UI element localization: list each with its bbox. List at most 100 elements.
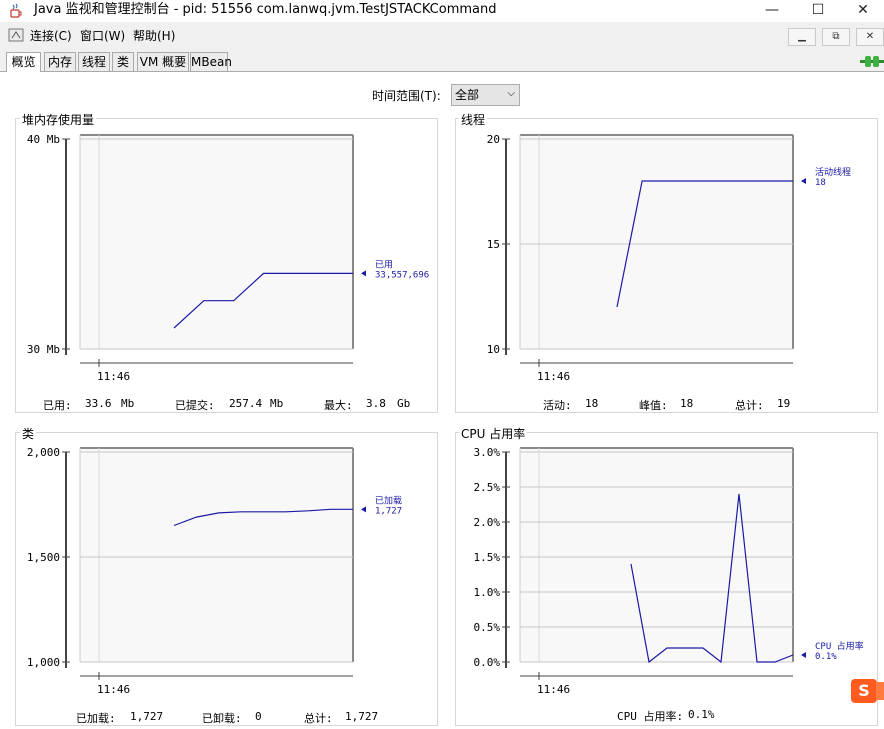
cpu-y-tick-label: 0.5% xyxy=(474,621,501,634)
cpu-title: CPU 占用率 xyxy=(459,425,528,442)
cpu-legend-name: CPU 占用率 xyxy=(815,640,864,652)
menu-help[interactable]: 帮助(H) xyxy=(133,29,176,43)
inner-restore-button[interactable]: ⧉ xyxy=(822,28,850,46)
threads-plot-area xyxy=(520,135,793,349)
threads-y-tick-label: 10 xyxy=(487,343,500,356)
heap-legend-arrow xyxy=(361,270,366,277)
connection-plug-icon xyxy=(860,56,884,67)
cpu-legend-arrow xyxy=(801,652,806,658)
heap-series-line xyxy=(173,272,353,329)
heap-max-unit: Gb xyxy=(397,397,411,410)
threads-series-line xyxy=(616,180,793,308)
cpu-usage-label: CPU 占用率: xyxy=(617,710,684,723)
threads-legend-value: 18 xyxy=(815,178,826,188)
cpu-x-tick-label: 11:46 xyxy=(537,683,570,696)
heap-used-label: 已用: xyxy=(43,399,72,412)
time-range-label: 时间范围(T): xyxy=(372,89,441,103)
threads-live-label: 活动: xyxy=(543,399,572,412)
threads-panel xyxy=(455,118,878,413)
heap-legend-value: 33,557,696 xyxy=(375,270,429,280)
tab-overview[interactable]: 概览 xyxy=(6,52,41,72)
threads-total-label: 总计: xyxy=(735,399,764,412)
classes-loaded-value: 1,727 xyxy=(130,710,164,723)
heap-used-value: 33.6 xyxy=(85,397,112,410)
threads-peak-value: 18 xyxy=(680,397,694,410)
window-title: Java 监视和管理控制台 - pid: 51556 com.lanwq.jvm… xyxy=(34,2,497,17)
heap-x-tick-label: 11:46 xyxy=(97,370,130,383)
cpu-y-tick-label: 3.0% xyxy=(474,446,501,459)
heap-plot-area xyxy=(80,135,353,349)
threads-x-tick-label: 11:46 xyxy=(537,370,570,383)
heap-legend-name: 已用 xyxy=(375,259,393,270)
title-bar: Java 监视和管理控制台 - pid: 51556 com.lanwq.jvm… xyxy=(0,0,884,22)
threads-y-tick-label: 15 xyxy=(487,238,500,251)
maximize-button[interactable]: ☐ xyxy=(811,2,825,18)
threads-legend-name: 活动线程 xyxy=(815,166,851,178)
classes-series-line xyxy=(173,508,353,527)
heap-used-unit: Mb xyxy=(121,397,135,410)
heap-y-tick-label: 30 Mb xyxy=(27,343,60,356)
classes-title: 类 xyxy=(20,425,37,442)
heap-committed-unit: Mb xyxy=(270,397,284,410)
sogou-ime-tab[interactable] xyxy=(876,682,884,700)
cpu-series-line xyxy=(630,493,794,664)
tab-divider xyxy=(0,71,884,72)
classes-legend-arrow xyxy=(361,506,366,513)
heap-committed-value: 257.4 xyxy=(229,397,263,410)
threads-live-value: 18 xyxy=(585,397,599,410)
menu-bar: 连接(C) 窗口(W) 帮助(H) xyxy=(0,25,884,47)
heap-max-label: 最大: xyxy=(324,399,353,412)
threads-y-tick-label: 20 xyxy=(487,133,500,146)
tab-mbean[interactable]: MBean xyxy=(190,52,232,71)
tab-memory[interactable]: 内存 xyxy=(44,52,76,71)
menu-window[interactable]: 窗口(W) xyxy=(80,29,126,43)
cpu-chart: 11:46 3.0% 2.5% 2.0% 1.5% 1.0% 0.5% 0.0% CPU 占用率… xyxy=(474,446,864,696)
cpu-plot-area xyxy=(520,448,793,662)
classes-panel xyxy=(15,432,438,726)
inner-close-button[interactable]: ✕ xyxy=(856,28,884,46)
cpu-y-tick-label: 1.0% xyxy=(474,586,501,599)
connect-icon[interactable] xyxy=(8,28,24,42)
heap-title: 堆内存使用量 xyxy=(20,111,97,128)
threads-peak-label: 峰值: xyxy=(639,399,668,412)
heap-committed-label: 已提交: xyxy=(175,399,215,412)
cpu-y-tick-label: 0.0% xyxy=(474,656,501,669)
inner-minimize-button[interactable]: ▁ xyxy=(788,28,816,46)
classes-unloaded-label: 已卸载: xyxy=(202,712,242,725)
heap-y-tick-label: 40 Mb xyxy=(27,133,60,146)
tab-threads[interactable]: 线程 xyxy=(78,52,110,71)
classes-x-tick-label: 11:46 xyxy=(97,683,130,696)
heap-max-value: 3.8 xyxy=(366,397,386,410)
heap-panel xyxy=(15,118,438,413)
threads-title: 线程 xyxy=(459,111,488,128)
threads-legend-arrow xyxy=(801,178,806,184)
cpu-legend-value: 0.1% xyxy=(815,652,837,662)
classes-total-label: 总计: xyxy=(304,712,333,725)
menu-connect[interactable]: 连接(C) xyxy=(30,29,72,43)
minimize-button[interactable]: — xyxy=(765,2,779,18)
classes-unloaded-value: 0 xyxy=(255,710,262,723)
cpu-y-tick-label: 1.5% xyxy=(474,551,501,564)
classes-legend-value: 1,727 xyxy=(375,506,402,516)
tab-classes[interactable]: 类 xyxy=(112,52,134,71)
close-button[interactable]: ✕ xyxy=(857,2,869,18)
cpu-y-tick-label: 2.5% xyxy=(474,481,501,494)
classes-loaded-label: 已加载: xyxy=(76,712,116,725)
cpu-y-tick-label: 2.0% xyxy=(474,516,501,529)
classes-plot-area xyxy=(80,448,353,662)
time-range-value: 全部 xyxy=(455,88,480,102)
time-range-select[interactable]: 全部 ⌵ xyxy=(451,84,520,106)
chevron-down-icon: ⌵ xyxy=(507,88,515,99)
classes-y-tick-label: 1,000 xyxy=(27,656,60,669)
classes-y-tick-label: 1,500 xyxy=(27,551,60,564)
threads-total-value: 19 xyxy=(777,397,791,410)
sogou-ime-icon[interactable]: S xyxy=(851,679,877,703)
classes-y-tick-label: 2,000 xyxy=(27,446,60,459)
classes-total-value: 1,727 xyxy=(345,710,379,723)
java-cup-icon xyxy=(10,3,22,18)
cpu-usage-value: 0.1% xyxy=(688,708,715,721)
tab-vm-summary[interactable]: VM 概要 xyxy=(137,52,189,71)
